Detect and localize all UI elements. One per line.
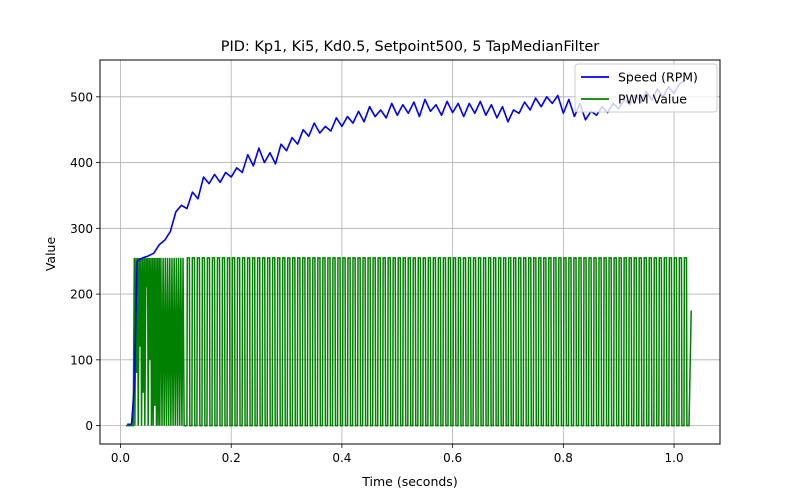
x-tick-label: 0.0: [111, 451, 130, 465]
legend: Speed (RPM) PWM Value: [574, 63, 718, 113]
y-tick-label: 100: [70, 353, 93, 367]
chart-title: PID: Kp1, Ki5, Kd0.5, Setpoint500, 5 Tap…: [221, 39, 600, 55]
y-tick-label: 200: [70, 288, 93, 302]
legend-label-pwm: PWM Value: [618, 92, 687, 107]
series-line-pwm-value: [126, 257, 692, 427]
x-tick-label: 0.2: [222, 451, 241, 465]
x-tick-label: 0.6: [443, 451, 462, 465]
legend-box: [574, 63, 718, 113]
axis-ticks: 0.0 0.2 0.4 0.6 0.8 1.0 0 100 200 300 400 500: [70, 90, 684, 465]
plot-series: [126, 79, 692, 427]
x-tick-label: 1.0: [665, 451, 684, 465]
x-tick-label: 0.4: [332, 451, 351, 465]
x-tick-label: 0.8: [554, 451, 573, 465]
y-tick-label: 400: [70, 156, 93, 170]
y-tick-label: 300: [70, 222, 93, 236]
y-axis-label: Value: [43, 237, 58, 272]
x-axis-label: Time (seconds): [361, 474, 457, 489]
y-tick-label: 0: [85, 419, 93, 433]
legend-label-speed: Speed (RPM): [618, 70, 698, 85]
y-tick-label: 500: [70, 90, 93, 104]
axes-frame: [99, 59, 721, 445]
